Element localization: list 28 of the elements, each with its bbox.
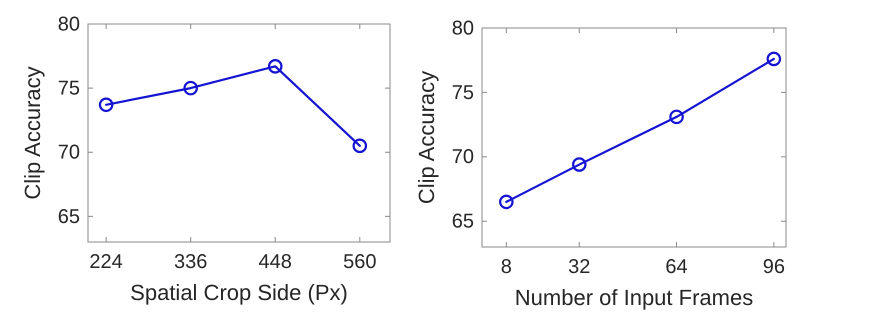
y-tick-label: 70 — [452, 146, 474, 168]
point — [669, 110, 684, 124]
y-tick-label: 75 — [452, 82, 474, 104]
y-tick-label: 70 — [58, 142, 80, 164]
point — [268, 59, 283, 74]
point — [499, 194, 514, 210]
x-tick-label: 224 — [89, 251, 123, 274]
y-axis-title: Clip Accuracy — [20, 66, 45, 200]
y-tick-label: 75 — [58, 78, 80, 100]
y-tick-label: 65 — [452, 210, 474, 233]
x-tick-label: 64 — [665, 256, 688, 278]
x-tick-label: 96 — [762, 256, 785, 278]
y-tick-label: 80 — [452, 17, 474, 40]
x-tick-label: 8 — [500, 256, 512, 278]
y-tick-label: 65 — [58, 206, 80, 228]
point — [183, 80, 198, 96]
x-tick-label: 448 — [258, 251, 292, 274]
point — [98, 98, 114, 112]
point — [572, 157, 587, 172]
x-tick-label: 32 — [568, 256, 590, 278]
y-tick-label: 80 — [58, 13, 80, 36]
x-tick-label: 336 — [174, 251, 208, 274]
y-axis-title: Clip Accuracy — [414, 70, 439, 204]
point — [352, 138, 368, 154]
point — [766, 52, 782, 66]
x-axis-title: Spatial Crop Side (Px) — [130, 280, 348, 305]
x-tick-label: 560 — [343, 251, 376, 274]
x-axis-title: Number of Input Frames — [514, 285, 754, 310]
